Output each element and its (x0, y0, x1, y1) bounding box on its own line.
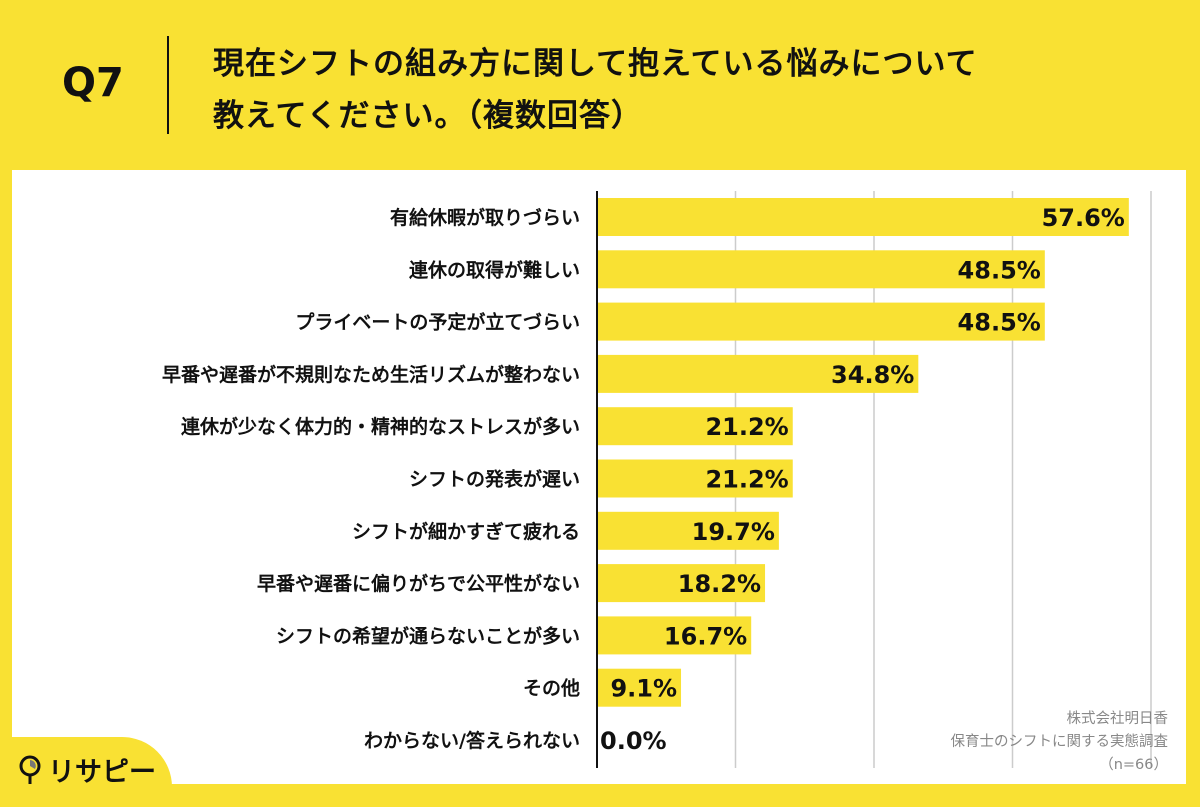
source-company: 株式会社明日香 (1066, 711, 1169, 727)
page-title: 現在シフトの組み方に関して抱えている悩みについて 教えてください。（複数回答） (213, 38, 978, 142)
sample-size: （n=66） (1099, 757, 1168, 773)
category-label: その他 (523, 677, 580, 700)
bar (597, 250, 1045, 289)
category-label: 早番や遅番に偏りがちで公平性がない (257, 572, 580, 595)
header-divider (167, 36, 169, 134)
bar (597, 616, 752, 655)
value-label: 19.7% (692, 518, 775, 546)
category-label: 連休の取得が難しい (409, 258, 580, 281)
value-label: 9.1% (610, 675, 677, 703)
title-line-2: 教えてください。（複数回答） (213, 98, 644, 134)
value-label: 18.2% (678, 570, 761, 598)
logo: リサピー (18, 750, 156, 789)
logo-text: リサピー (48, 757, 156, 788)
value-label: 48.5% (958, 309, 1041, 337)
category-label: わからない/答えられない (364, 729, 580, 752)
title-line-1: 現在シフトの組み方に関して抱えている悩みについて (213, 46, 978, 82)
question-number: Q7 (62, 60, 124, 106)
category-label: シフトの希望が通らないことが多い (276, 624, 580, 647)
category-label: シフトの発表が遅い (409, 468, 580, 491)
value-label: 0.0% (600, 727, 667, 755)
value-label: 16.7% (664, 622, 747, 650)
bar (597, 354, 919, 393)
bar (597, 302, 1045, 341)
category-label: 有給休暇が取りづらい (390, 206, 580, 229)
logo-tab (0, 737, 172, 807)
value-label: 21.2% (705, 413, 788, 441)
bar (597, 407, 793, 446)
magnifier-pie-icon (19, 755, 41, 784)
value-label: 57.6% (1042, 204, 1125, 232)
bar (597, 198, 1129, 236)
category-label: 連休が少なく体力的・精神的なストレスが多い (181, 415, 580, 438)
value-label: 48.5% (958, 256, 1041, 284)
category-label: シフトが細かすぎて疲れる (352, 520, 580, 543)
bar (597, 511, 779, 550)
category-label: プライベートの予定が立てづらい (295, 311, 580, 334)
bar (597, 459, 793, 498)
value-label: 21.2% (705, 466, 788, 494)
source-survey: 保育士のシフトに関する実態調査 (950, 734, 1169, 750)
source-note: 株式会社明日香 保育士のシフトに関する実態調査 （n=66） (951, 708, 1169, 777)
value-label: 34.8% (831, 361, 914, 389)
bar (597, 668, 682, 707)
bar (597, 564, 766, 603)
category-label: 早番や遅番が不規則なため生活リズムが整わない (162, 363, 580, 386)
